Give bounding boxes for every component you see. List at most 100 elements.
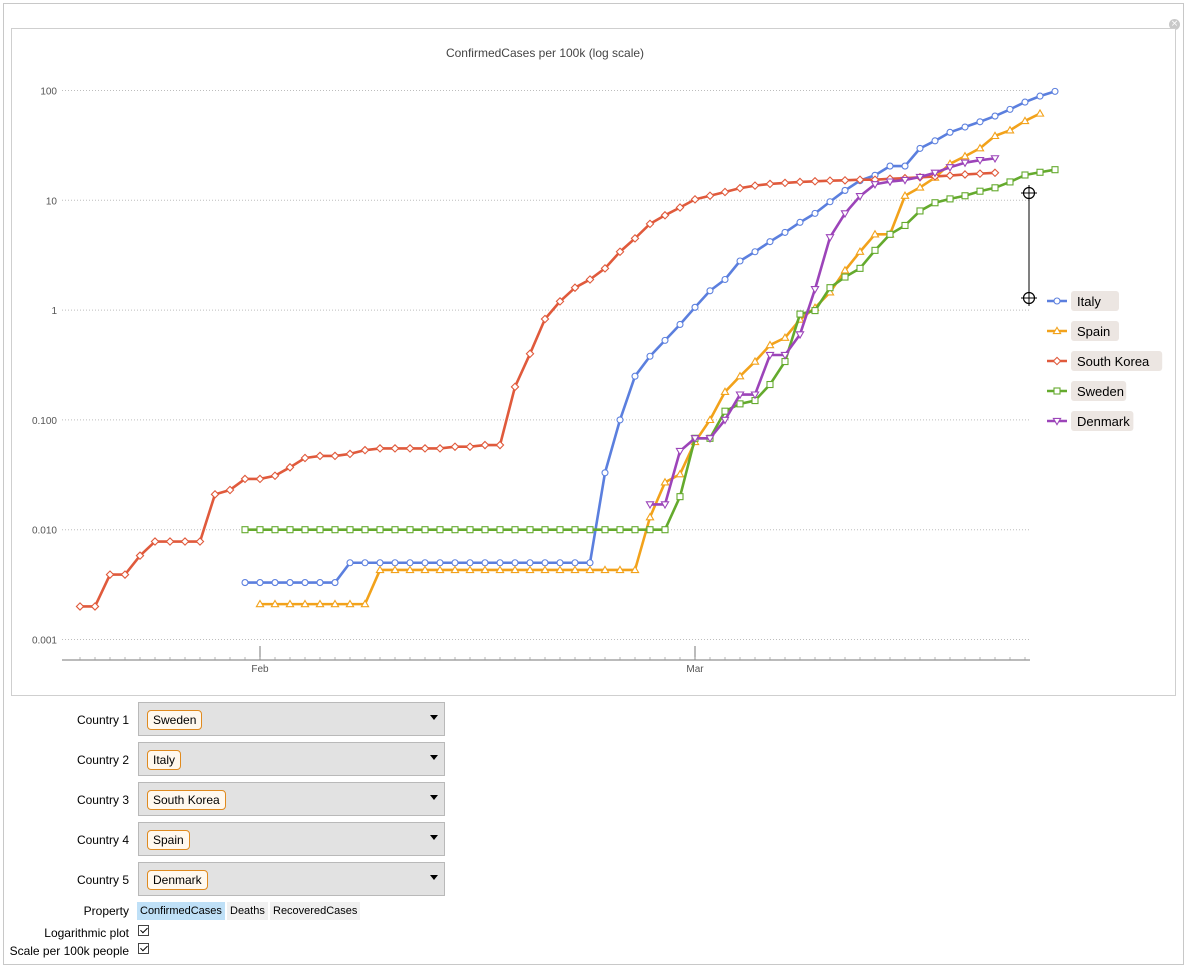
country-1-dropdown[interactable]: Sweden	[138, 702, 445, 736]
data-point	[615, 247, 625, 257]
data-point	[810, 176, 820, 186]
data-point	[796, 310, 804, 318]
data-point	[571, 526, 579, 534]
data-point	[826, 284, 834, 292]
data-point	[360, 445, 370, 455]
data-point	[240, 474, 250, 484]
property-confirmedcases-button[interactable]: ConfirmedCases	[137, 902, 225, 920]
data-point	[1036, 92, 1044, 100]
data-point	[465, 565, 475, 574]
data-point	[195, 537, 205, 546]
data-point	[735, 371, 745, 380]
data-point	[975, 157, 985, 165]
data-point	[840, 210, 850, 219]
legend-label: South Korea	[1077, 354, 1150, 369]
data-point	[361, 526, 369, 534]
data-point	[256, 526, 264, 534]
property-deaths-button[interactable]: Deaths	[227, 902, 268, 920]
data-point	[916, 144, 924, 152]
data-point	[510, 565, 520, 574]
scale-per-100k-checkbox[interactable]	[138, 943, 149, 954]
legend-item: Denmark	[1047, 411, 1134, 431]
data-point	[1051, 166, 1059, 174]
series-layer	[75, 87, 1059, 611]
data-point	[990, 168, 1000, 178]
data-point	[375, 565, 385, 574]
data-point	[795, 177, 805, 187]
plot-frame	[11, 28, 1176, 696]
y-range-handle[interactable]	[1021, 185, 1037, 306]
data-point	[780, 333, 790, 341]
data-point	[930, 169, 940, 178]
data-point	[345, 449, 355, 459]
data-point	[945, 164, 955, 172]
data-point	[256, 579, 264, 587]
data-point	[1006, 178, 1014, 186]
data-point	[466, 526, 474, 534]
data-point	[376, 526, 384, 534]
data-point	[510, 382, 520, 392]
chart: ConfirmedCases per 100k (log scale) 1001…	[32, 46, 1163, 675]
property-recoveredcases-button[interactable]: RecoveredCases	[270, 902, 361, 920]
data-point	[736, 400, 744, 408]
y-tick-label: 100	[40, 87, 57, 98]
data-point	[586, 526, 594, 534]
data-point	[751, 248, 759, 256]
property-label: Property	[83, 904, 129, 918]
data-point	[871, 246, 879, 254]
legend-item: Sweden	[1047, 381, 1127, 401]
data-point	[330, 451, 340, 461]
data-point	[1052, 326, 1062, 335]
data-point	[1006, 105, 1014, 113]
country-3-dropdown[interactable]: South Korea	[138, 782, 445, 816]
legend-item: Italy	[1047, 291, 1119, 311]
data-point	[900, 176, 910, 185]
data-point	[645, 219, 655, 229]
data-point	[721, 407, 729, 415]
data-point	[856, 264, 864, 272]
data-point	[315, 599, 325, 608]
country-4-value: Spain	[147, 830, 190, 850]
country-5-dropdown[interactable]: Denmark	[138, 862, 445, 896]
data-point	[960, 170, 970, 179]
data-point	[135, 551, 145, 561]
legend-label-bg	[1071, 321, 1119, 341]
data-point	[946, 128, 954, 136]
legend: Italy Spain South Korea Sweden Denmark	[1047, 291, 1163, 431]
log-plot-label: Logarithmic plot	[44, 926, 129, 940]
chevron-down-icon	[430, 835, 438, 840]
data-point	[645, 501, 655, 510]
data-point	[960, 159, 970, 168]
data-point	[571, 559, 579, 567]
series-denmark	[645, 155, 1000, 510]
data-point	[420, 444, 430, 453]
data-point	[616, 526, 624, 534]
data-point	[1036, 168, 1044, 176]
data-point	[525, 565, 535, 574]
data-point	[840, 265, 850, 274]
data-point	[946, 195, 954, 203]
series-line	[80, 171, 996, 608]
country-4-dropdown[interactable]: Spain	[138, 822, 445, 856]
data-point	[886, 230, 894, 238]
y-tick-label: 10	[46, 196, 58, 207]
country-1-value: Sweden	[147, 710, 203, 730]
data-point	[555, 297, 565, 306]
data-point	[616, 416, 624, 424]
data-point	[976, 118, 984, 126]
close-icon[interactable]: ×	[1169, 19, 1180, 30]
data-point	[825, 176, 835, 186]
data-point	[390, 565, 400, 574]
data-point	[241, 579, 249, 587]
country-2-dropdown[interactable]: Italy	[138, 742, 445, 776]
data-point	[360, 599, 370, 608]
data-point	[1020, 116, 1030, 125]
series-sweden	[241, 166, 1059, 534]
data-point	[450, 565, 460, 574]
data-point	[706, 287, 714, 295]
data-point	[1052, 356, 1062, 366]
log-plot-checkbox[interactable]	[138, 925, 149, 936]
data-point	[990, 131, 1000, 140]
data-point	[435, 444, 445, 453]
country-1-label: Country 1	[76, 713, 129, 727]
